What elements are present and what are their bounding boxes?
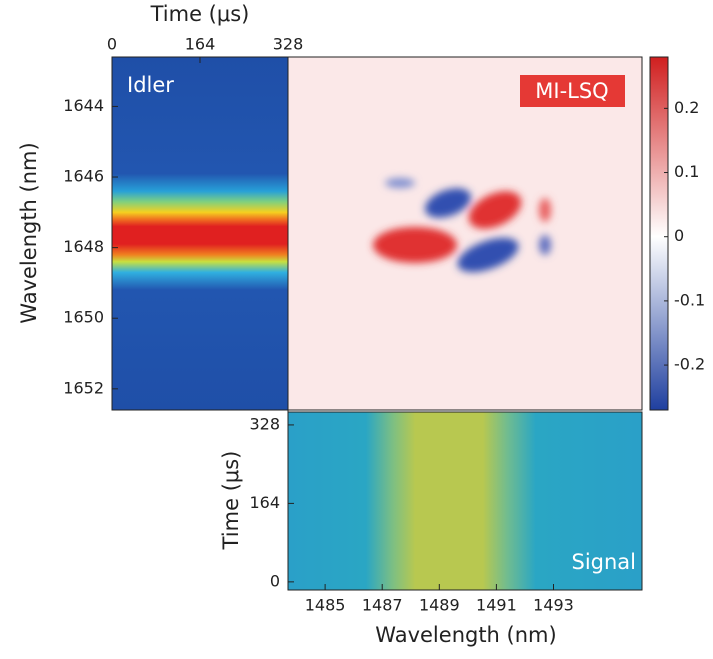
x-axis-title: Time (μs): [150, 2, 250, 26]
correlation-heatmap: [288, 57, 642, 410]
x-tick-label: 328: [273, 35, 304, 54]
x-tick-label: 0: [107, 35, 117, 54]
x-axis-title: Wavelength (nm): [375, 623, 556, 647]
correlation-lobes: [373, 178, 551, 273]
colorbar-tick-label: -0.1: [674, 290, 705, 309]
colorbar: [649, 56, 669, 411]
colorbar-tick-label: 0: [674, 226, 684, 245]
y-tick-label: 164: [249, 493, 280, 512]
x-tick-label: 1487: [362, 596, 403, 615]
y-tick-label: 328: [249, 414, 280, 433]
y-tick-label: 1646: [63, 167, 104, 186]
panel-label: Signal: [571, 550, 636, 574]
y-tick-label: 0: [270, 571, 280, 590]
panel-label: MI-LSQ: [535, 79, 608, 103]
y-axis-title: Wavelength (nm): [17, 142, 41, 323]
idler-heatmap: [112, 57, 288, 410]
x-tick-label: 1485: [305, 596, 346, 615]
panel-label: Idler: [127, 73, 174, 97]
y-tick-label: 1652: [63, 378, 104, 397]
y-tick-label: 1644: [63, 96, 104, 115]
y-tick-label: 1650: [63, 308, 104, 327]
x-tick-label: 1493: [533, 596, 574, 615]
label-box: [520, 75, 625, 107]
x-tick-label: 1489: [419, 596, 460, 615]
colorbar-tick-label: -0.2: [674, 355, 705, 374]
y-axis-title: Time (μs): [219, 451, 243, 551]
signal-heatmap: [288, 412, 642, 590]
frame: [287, 411, 643, 591]
y-tick-label: 1648: [63, 237, 104, 256]
colorbar-tick-label: 0.2: [674, 98, 699, 117]
x-tick-label: 164: [185, 35, 216, 54]
frame: [111, 56, 643, 411]
colorbar-tick-label: 0.1: [674, 162, 699, 181]
x-tick-label: 1491: [476, 596, 517, 615]
